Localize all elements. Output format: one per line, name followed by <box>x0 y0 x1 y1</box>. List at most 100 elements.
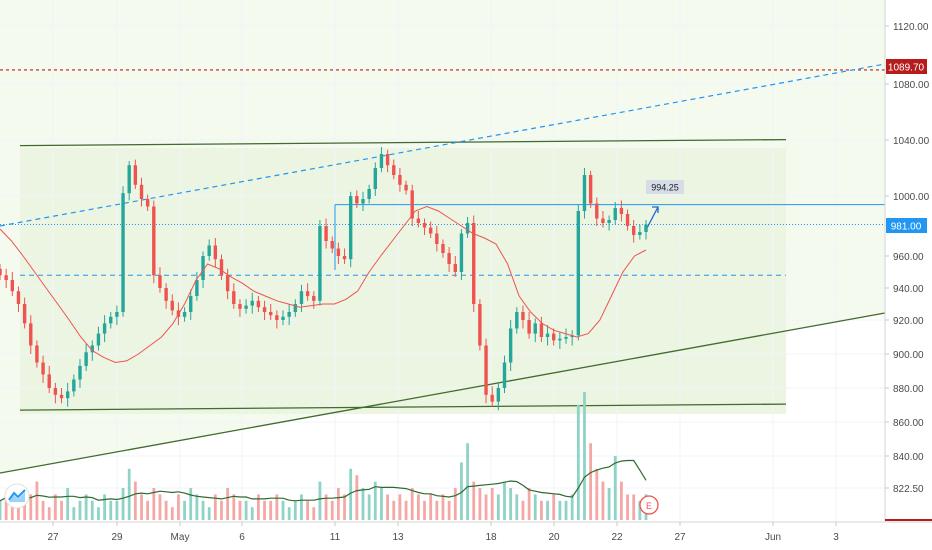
y-tick-label: 1040.00 <box>893 136 930 147</box>
volume-bar <box>386 494 389 520</box>
y-tick-label: 840.00 <box>893 452 924 463</box>
volume-bar <box>404 500 408 520</box>
y-tick-label: 880.00 <box>893 384 924 395</box>
volume-bar <box>460 462 463 520</box>
volume-bar <box>103 494 106 520</box>
candle-body <box>348 196 353 260</box>
volume-bar <box>613 456 617 520</box>
candle-body <box>275 315 279 320</box>
candle-body <box>367 189 371 199</box>
volume-bar <box>29 494 33 520</box>
price-axis[interactable]: 1120.00 1080.00 1040.00 1000.00 960.00 940.00… <box>884 0 930 522</box>
x-tick-label: May <box>171 532 190 543</box>
volume-bar <box>558 500 562 520</box>
y-tick-label: 1080.00 <box>893 80 930 91</box>
volume-bar <box>23 500 27 520</box>
candle-body <box>588 175 593 204</box>
candle-body <box>478 304 482 346</box>
volume-bar <box>435 500 439 520</box>
channel-bottom-line[interactable] <box>19 403 787 411</box>
x-tick-label: 20 <box>548 532 560 543</box>
dashed-trendline[interactable] <box>0 63 886 227</box>
candle-body <box>244 305 248 309</box>
volume-bar <box>275 494 279 520</box>
volume-bar <box>595 468 599 520</box>
volume-bar <box>195 494 199 520</box>
volume-bar <box>133 481 137 520</box>
candle-body <box>595 203 599 219</box>
volume-bar <box>570 494 574 520</box>
volume-bar <box>392 500 396 520</box>
candle-body <box>465 223 470 234</box>
candles-layer <box>0 147 648 411</box>
y-tick-label: 900.00 <box>893 350 924 361</box>
volume-bar <box>453 488 457 520</box>
volume-bar <box>619 481 623 520</box>
candle-body <box>189 296 193 312</box>
candle-body <box>53 388 58 395</box>
volume-bar <box>164 500 168 520</box>
candle-body <box>219 259 224 276</box>
candle-body <box>232 291 236 304</box>
candle-body <box>139 184 144 199</box>
volume-bar <box>638 500 642 520</box>
x-tick-label: Jun <box>765 532 781 543</box>
candle-body <box>41 362 45 375</box>
volume-bar <box>232 494 236 520</box>
y-tick-label: 1000.00 <box>893 192 930 203</box>
volume-bar <box>429 494 433 520</box>
y-tick-label: 940.00 <box>893 284 924 295</box>
volume-bar <box>521 500 525 520</box>
y-tick-label: 822.50 <box>893 484 924 495</box>
volume-bar <box>158 494 162 520</box>
volume-bar <box>0 500 2 520</box>
volume-bar <box>472 481 476 520</box>
volume-bar <box>41 500 45 520</box>
candle-body <box>422 223 427 228</box>
channel-top-line[interactable] <box>19 138 787 147</box>
volume-bar <box>60 500 63 520</box>
candle-body <box>472 223 476 304</box>
candle-body <box>299 291 304 304</box>
ma-layer <box>0 205 647 364</box>
candle-body <box>318 226 322 301</box>
tradingview-logo-icon[interactable] <box>4 483 30 509</box>
candle-body <box>515 312 519 329</box>
volume-bar <box>115 500 119 520</box>
volume-bar <box>318 481 322 520</box>
volume-bar <box>293 500 297 520</box>
time-axis[interactable]: 27 29 May 6 11 13 18 20 22 27 Jun 3 <box>0 521 932 543</box>
volume-bar <box>466 443 469 520</box>
volume-bar <box>546 500 549 520</box>
candle-body <box>582 175 587 211</box>
volume-bar <box>183 500 186 520</box>
candle-body <box>484 345 488 395</box>
candle-body <box>625 214 630 226</box>
earnings-marker-icon[interactable]: E <box>639 495 659 515</box>
candle-body <box>379 154 384 168</box>
volume-bar <box>306 500 310 520</box>
candle-body <box>508 328 513 363</box>
volume-bar <box>47 507 51 520</box>
volume-bar <box>484 494 488 520</box>
volume-bar <box>213 494 217 520</box>
volume-bar <box>355 475 359 520</box>
volume-bar <box>220 500 223 520</box>
volume-bar <box>398 494 402 520</box>
volume-bar <box>287 507 291 520</box>
candle-body <box>195 280 199 296</box>
candle-body <box>576 211 581 336</box>
candle-body <box>0 268 2 276</box>
x-tick-label: 29 <box>111 532 123 543</box>
y-tick-label: 860.00 <box>893 418 924 429</box>
background-layer <box>0 0 885 473</box>
candle-body <box>558 338 562 341</box>
volume-bar <box>380 488 383 520</box>
x-tick-label: 11 <box>330 532 341 543</box>
candle-body <box>115 312 119 317</box>
candle-body <box>545 333 550 337</box>
support-trendline[interactable] <box>0 312 886 474</box>
candle-body <box>336 248 341 256</box>
candle-body <box>355 196 359 204</box>
